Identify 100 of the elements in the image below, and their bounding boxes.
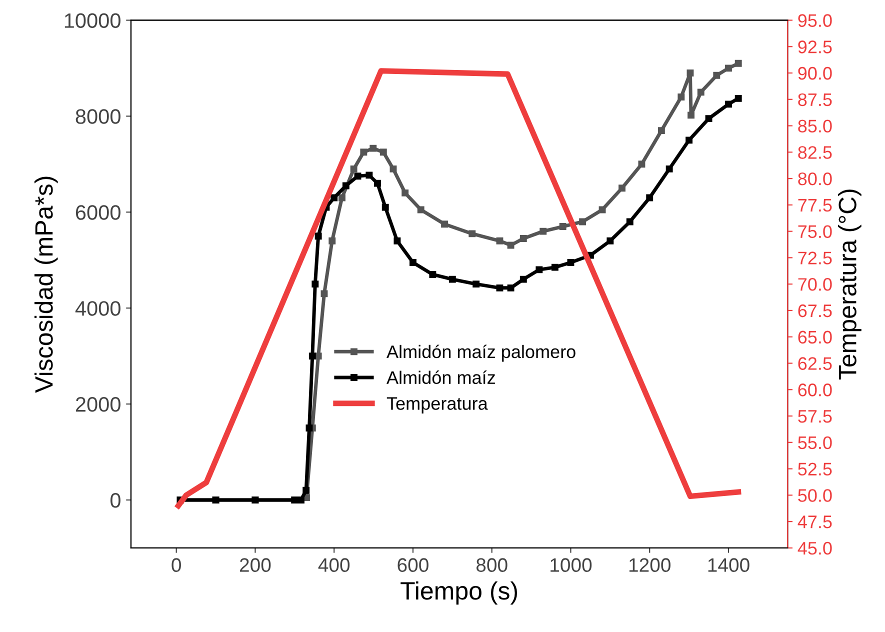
point [666,165,673,172]
point [686,70,694,76]
y2-tick-label: 82.5 [798,146,832,159]
point [410,259,416,266]
point [658,127,665,134]
legend-label: Almidón maíz palomero [386,344,576,362]
y2-tick-label: 47.5 [798,516,832,528]
point [496,237,504,244]
y2-tick-label: 90.0 [798,66,832,80]
y2-tick-label: 60.0 [798,384,832,396]
point [382,204,389,211]
y2-tick-label: 65.0 [798,330,832,344]
point [390,165,397,172]
point [302,486,310,494]
y2-tick-label: 52.5 [798,462,832,476]
point [402,189,409,196]
point [688,112,694,119]
y2-tick-label: 50.0 [798,489,832,502]
point [638,160,646,168]
point [380,148,387,156]
x-tick-label: 400 [318,558,350,572]
point [441,220,448,228]
x-tick-label: 200 [240,558,271,572]
y2-tick-label: 70.0 [798,278,832,291]
y-tick-label: 8000 [76,109,120,124]
point [705,115,712,122]
y2-axis-title: Temperatura (°C) [838,190,862,380]
y2-tick-label: 77.5 [798,199,832,212]
point [734,94,742,102]
point [308,352,316,360]
point [328,237,336,244]
point [374,180,381,187]
x-tick-label: 1000 [550,558,592,572]
point [312,280,319,288]
point [686,136,693,144]
y-tick-label: 10000 [64,13,120,28]
point [598,206,606,214]
point [354,172,362,180]
point [338,194,346,202]
point [520,235,527,242]
point [713,72,720,79]
point [314,232,322,240]
y2-tick-label: 67.5 [798,304,832,318]
y-axis-title: Viscosidad (mPa*s) [34,176,58,393]
point [306,424,313,432]
point [472,280,480,288]
y2-tick-label: 92.5 [798,40,832,54]
y-tick-label: 2000 [76,397,120,412]
point [579,218,586,226]
point [330,194,338,202]
y-tick-label: 4000 [75,301,120,316]
point [370,144,377,152]
point [507,242,514,249]
y2-tick-label: 75.0 [798,225,832,238]
point [697,88,704,96]
point [468,230,476,238]
point [350,165,358,172]
y2-tick-label: 80.0 [798,172,832,186]
x-tick-label: 800 [476,558,508,572]
point [314,352,322,360]
point [520,276,527,283]
y2-tick-label: 72.5 [798,252,832,264]
point [320,290,328,298]
x-tick-label: 0 [172,558,181,572]
x-tick-label: 1400 [708,558,750,572]
x-tick-label: 600 [398,558,428,572]
point [448,276,456,283]
point [342,182,350,190]
point [540,228,547,235]
y-tick-label: 0 [110,492,120,508]
point [507,284,514,292]
point [496,284,504,292]
y-tick-label: 6000 [76,205,120,220]
point [678,94,685,100]
point [646,194,654,202]
point [360,148,368,156]
point [536,266,543,274]
y2-tick-label: 45.0 [798,542,832,555]
y2-tick-label: 57.5 [798,410,832,423]
point [394,237,401,244]
point [417,206,424,214]
point [725,64,732,72]
point [734,60,742,67]
point [429,271,436,278]
legend-label: Almidón maíz [386,370,495,384]
y2-tick-label: 62.5 [798,357,832,370]
point [606,237,614,244]
point [626,218,634,226]
point [725,100,732,108]
point [618,184,626,192]
point [551,264,558,271]
legend-label: Temperatura [386,397,488,414]
y2-tick-label: 95.0 [798,14,832,27]
point [567,259,574,266]
point [559,223,566,230]
point [366,172,373,179]
x-tick-label: 1200 [629,558,670,572]
y2-tick-label: 87.5 [798,93,832,106]
y2-tick-label: 85.0 [798,120,832,132]
x-axis-title: Tiempo (s) [400,581,518,605]
